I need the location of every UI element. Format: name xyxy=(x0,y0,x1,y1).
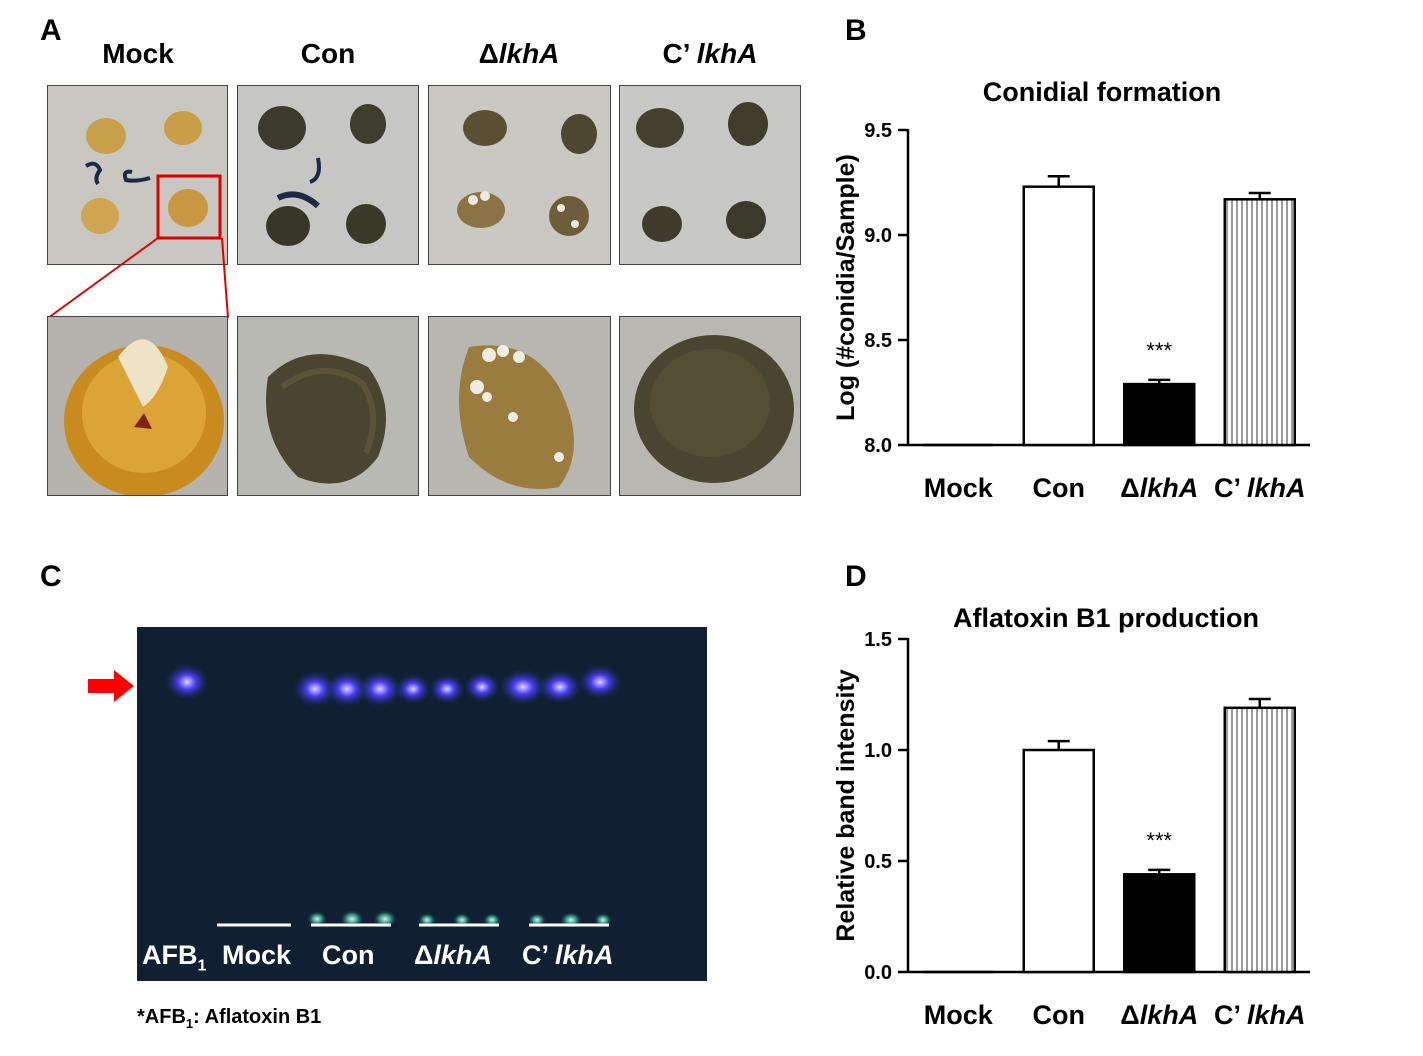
y-tick-label: 8.0 xyxy=(864,435,892,457)
tlc-lane-label-mock: Mock xyxy=(222,940,292,970)
x-category-label: C’ lkhA xyxy=(1214,473,1306,503)
y-tick-label: 9.5 xyxy=(864,120,892,142)
y-axis-label: Relative band intensity xyxy=(832,669,860,941)
y-tick-label: 9.0 xyxy=(864,225,892,247)
chart-title: Conidial formation xyxy=(983,77,1222,107)
x-category-label: Mock xyxy=(924,1000,994,1030)
tlc-lane-label-deletion: ΔlkhA xyxy=(414,940,492,970)
column-label-mock: Mock xyxy=(102,38,174,69)
bar-1 xyxy=(1022,748,1095,974)
y-tick-label: 0.5 xyxy=(864,851,892,873)
y-tick-label: 0.0 xyxy=(864,962,892,984)
significance-annotation: *** xyxy=(1146,338,1172,363)
photo-complement-closeup xyxy=(619,316,801,496)
photo-mock-plate xyxy=(47,85,228,265)
x-category-label: Mock xyxy=(924,473,994,503)
significance-annotation: *** xyxy=(1146,828,1172,853)
column-label-con: Con xyxy=(300,38,356,69)
x-category-label: Con xyxy=(1033,1000,1085,1030)
photo-deletion-closeup xyxy=(428,316,611,496)
panel-letter-b: B xyxy=(845,14,867,47)
panel-letter-d: D xyxy=(845,560,867,593)
bar-3 xyxy=(1223,706,1296,974)
panel-letter-c: C xyxy=(40,560,62,593)
photo-mock-closeup xyxy=(47,316,228,496)
x-category-label: ΔlkhA xyxy=(1120,473,1198,503)
y-tick-label: 1.5 xyxy=(864,629,892,651)
y-axis-label: Log (#conidia/Sample) xyxy=(832,154,860,421)
bar-3 xyxy=(1223,198,1296,447)
tlc-plate-image xyxy=(137,627,707,981)
afb1-footnote: *AFB1: Aflatoxin B1 xyxy=(137,1006,322,1031)
tlc-lane-label-afb1: AFB1 xyxy=(142,940,207,975)
chart-title: Aflatoxin B1 production xyxy=(953,603,1259,633)
bar-2 xyxy=(1123,873,1196,974)
x-category-label: ΔlkhA xyxy=(1120,1000,1198,1030)
photo-complement-plate xyxy=(619,85,801,265)
aflatoxin-production-chart: Aflatoxin B1 production Relative band int… xyxy=(832,603,1310,1030)
photo-con-closeup xyxy=(237,316,419,496)
y-tick-label: 8.5 xyxy=(864,330,892,352)
tlc-lane-label-complement: C’ lkhA xyxy=(522,940,614,970)
conidial-formation-chart: Conidial formation Log (#conidia/Sample)8… xyxy=(832,77,1310,503)
tlc-lane-label-con: Con xyxy=(322,940,375,970)
red-arrow-icon xyxy=(88,670,134,702)
bar-2 xyxy=(1123,382,1196,447)
column-label-deletion: ΔlkhA xyxy=(478,38,560,69)
photo-con-plate xyxy=(237,85,419,265)
y-tick-label: 1.0 xyxy=(864,740,892,762)
x-category-label: Con xyxy=(1033,473,1085,503)
red-arrow-shape xyxy=(88,670,134,702)
zoom-indicator-lines xyxy=(47,237,229,319)
bar-1 xyxy=(1022,185,1095,447)
column-label-complement: C’ lkhA xyxy=(662,38,758,69)
x-category-label: C’ lkhA xyxy=(1214,1000,1306,1030)
panel-letter-a: A xyxy=(40,14,62,47)
photo-deletion-plate xyxy=(428,85,611,265)
